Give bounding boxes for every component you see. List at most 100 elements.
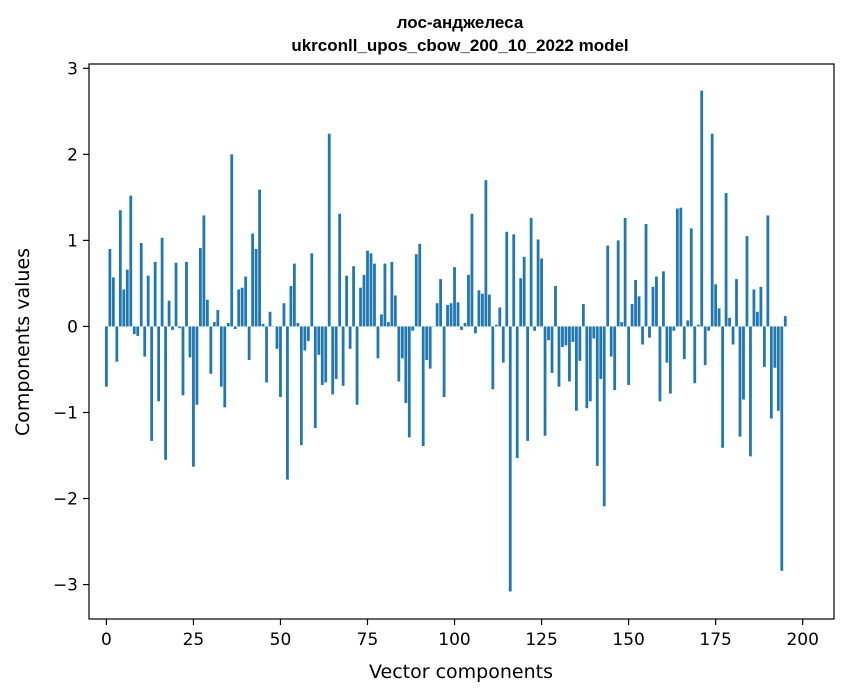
bar <box>592 326 596 339</box>
bar <box>226 323 230 327</box>
bar <box>289 286 293 327</box>
bar <box>668 326 672 394</box>
bar <box>662 271 665 327</box>
bar <box>703 326 707 366</box>
y-axis-label: Components values <box>12 248 34 436</box>
bar <box>293 263 296 327</box>
bar <box>780 326 784 571</box>
bar <box>338 213 342 327</box>
bar <box>139 242 143 327</box>
bar <box>199 248 202 327</box>
bar <box>153 261 157 327</box>
bar <box>581 304 585 327</box>
y-axis-ticks: −3 −2 −1 0 1 2 3 <box>53 59 89 596</box>
bar <box>446 304 449 327</box>
bar <box>609 326 613 357</box>
bar <box>762 326 766 367</box>
bar <box>265 326 268 383</box>
bar <box>449 303 453 327</box>
bar <box>425 326 429 360</box>
bar <box>515 326 519 459</box>
bar <box>658 326 662 402</box>
y-tick-label: −2 <box>53 490 78 510</box>
bar <box>258 189 261 327</box>
bar <box>188 326 192 358</box>
bar <box>160 237 164 327</box>
bar <box>240 287 244 327</box>
x-tick-label: 75 <box>357 630 379 650</box>
x-axis-label: Vector components <box>369 661 553 683</box>
bar <box>519 278 523 327</box>
y-tick-label: −3 <box>53 576 78 596</box>
bar <box>738 326 742 437</box>
bar <box>167 300 171 327</box>
bar <box>522 256 526 327</box>
bar <box>279 326 282 397</box>
bar <box>268 311 272 327</box>
x-tick-label: 175 <box>699 630 731 650</box>
bar <box>174 262 178 327</box>
bar <box>237 289 241 327</box>
bar <box>568 326 571 382</box>
bar <box>261 323 265 327</box>
bar <box>474 326 477 334</box>
bar <box>212 322 216 327</box>
bar <box>616 240 620 327</box>
bar <box>383 263 387 327</box>
bar <box>613 326 617 391</box>
bar <box>247 326 251 360</box>
bar <box>195 326 199 405</box>
bar <box>334 326 338 379</box>
bar <box>341 326 345 386</box>
bar <box>529 218 533 327</box>
bar <box>164 326 167 460</box>
bar <box>742 326 745 400</box>
bar <box>435 303 439 327</box>
bar <box>756 311 759 327</box>
bar <box>359 287 362 327</box>
bar <box>501 326 505 363</box>
bar <box>749 326 752 457</box>
bar <box>254 249 258 327</box>
bar <box>724 193 728 327</box>
bar <box>150 326 154 441</box>
bar <box>717 308 721 327</box>
bar <box>125 269 129 327</box>
bar <box>550 326 554 373</box>
bar <box>512 234 516 327</box>
bar <box>178 326 181 329</box>
bar <box>209 326 213 374</box>
bar <box>745 236 749 327</box>
bar <box>442 326 446 397</box>
bar <box>251 233 255 327</box>
bar <box>192 326 195 467</box>
bar <box>477 290 481 327</box>
bar <box>320 326 324 385</box>
bar <box>623 218 627 327</box>
plot-area-frame <box>88 63 835 620</box>
bar <box>644 224 648 327</box>
chart-title-line-1: лос-анджелеса <box>397 13 524 32</box>
x-tick-label: 100 <box>438 630 470 650</box>
bar <box>310 253 314 327</box>
bar <box>710 133 714 327</box>
bar <box>132 326 136 335</box>
bar <box>216 310 220 327</box>
bar <box>540 258 543 327</box>
bar <box>721 326 724 448</box>
bar <box>752 289 756 327</box>
y-tick-label: 0 <box>67 317 78 337</box>
bar <box>585 326 589 409</box>
bar <box>414 254 418 327</box>
x-tick-label: 25 <box>183 630 205 650</box>
bar <box>244 276 248 327</box>
bar <box>693 326 697 384</box>
bar <box>731 326 735 345</box>
bar <box>679 207 683 327</box>
bar <box>637 296 641 327</box>
bar <box>700 90 704 327</box>
bar <box>185 261 188 327</box>
bar <box>561 326 564 348</box>
bar <box>157 326 161 402</box>
